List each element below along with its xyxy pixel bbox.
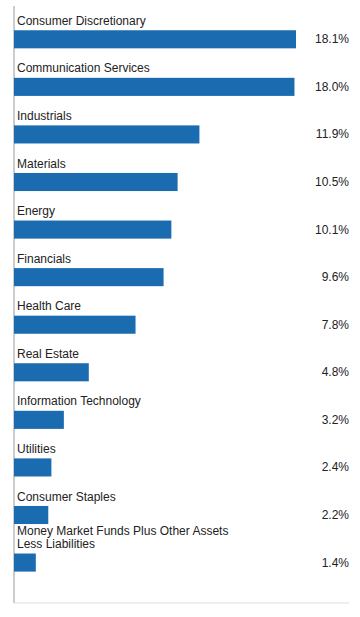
category-label: Financials bbox=[17, 252, 71, 266]
category-label-line: Energy bbox=[17, 204, 55, 218]
category-label-line: Less Liabilities bbox=[17, 537, 95, 551]
category-label-line: Information Technology bbox=[17, 394, 141, 408]
category-label-line: Utilities bbox=[17, 442, 56, 456]
category-label: Money Market Funds Plus Other AssetsLess… bbox=[17, 524, 228, 552]
chart: Money Market Funds Plus Other AssetsLess… bbox=[0, 0, 360, 617]
category-label-line: Consumer Staples bbox=[17, 490, 116, 504]
data-label: 9.6% bbox=[322, 270, 350, 284]
bar bbox=[14, 554, 36, 572]
bar bbox=[14, 458, 51, 476]
category-label-line: Industrials bbox=[17, 109, 72, 123]
data-label: 1.4% bbox=[322, 556, 350, 570]
data-label: 3.2% bbox=[322, 413, 350, 427]
category-label-line: Communication Services bbox=[17, 61, 150, 75]
category-label: Utilities bbox=[17, 442, 56, 456]
category-label-line: Materials bbox=[17, 157, 66, 171]
data-label: 7.8% bbox=[322, 318, 350, 332]
data-label: 10.5% bbox=[315, 175, 349, 189]
category-label: Real Estate bbox=[17, 347, 79, 361]
data-label: 18.0% bbox=[315, 80, 349, 94]
category-label-line: Consumer Discretionary bbox=[17, 14, 146, 28]
bar bbox=[14, 30, 296, 48]
category-label: Materials bbox=[17, 157, 66, 171]
bar bbox=[14, 173, 178, 191]
category-label: Consumer Staples bbox=[17, 490, 116, 504]
bar bbox=[14, 411, 64, 429]
bar bbox=[14, 268, 164, 286]
bar bbox=[14, 363, 89, 381]
data-label: 10.1% bbox=[315, 223, 349, 237]
bar bbox=[14, 506, 48, 524]
category-label-line: Health Care bbox=[17, 299, 81, 313]
data-label: 18.1% bbox=[315, 32, 349, 46]
bar bbox=[14, 78, 294, 96]
bar bbox=[14, 316, 136, 334]
category-label: Information Technology bbox=[17, 394, 141, 408]
category-label: Health Care bbox=[17, 299, 81, 313]
category-label-line: Financials bbox=[17, 252, 71, 266]
bar bbox=[14, 125, 199, 143]
category-label: Energy bbox=[17, 204, 55, 218]
category-label: Consumer Discretionary bbox=[17, 14, 146, 28]
data-label: 2.4% bbox=[322, 460, 350, 474]
axis-line bbox=[14, 603, 349, 604]
category-label: Industrials bbox=[17, 109, 72, 123]
bars bbox=[14, 30, 296, 571]
data-label: 2.2% bbox=[322, 508, 350, 522]
data-label: 11.9% bbox=[316, 127, 349, 141]
category-label: Communication Services bbox=[17, 61, 150, 75]
data-label: 4.8% bbox=[322, 365, 350, 379]
category-label-line: Money Market Funds Plus Other Assets bbox=[17, 524, 228, 538]
bar bbox=[14, 221, 171, 239]
category-label-line: Real Estate bbox=[17, 347, 79, 361]
